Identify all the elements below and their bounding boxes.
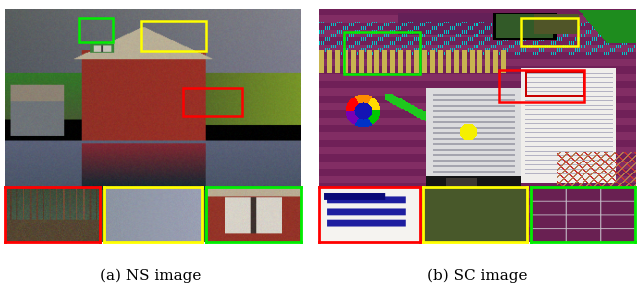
Bar: [79, 18, 113, 42]
Text: (a) NS image: (a) NS image: [100, 269, 201, 283]
Bar: [141, 20, 206, 51]
Bar: [521, 18, 578, 46]
Text: (b) SC image: (b) SC image: [426, 269, 527, 283]
Bar: [182, 88, 242, 116]
Bar: [499, 69, 584, 102]
Bar: [344, 32, 420, 74]
